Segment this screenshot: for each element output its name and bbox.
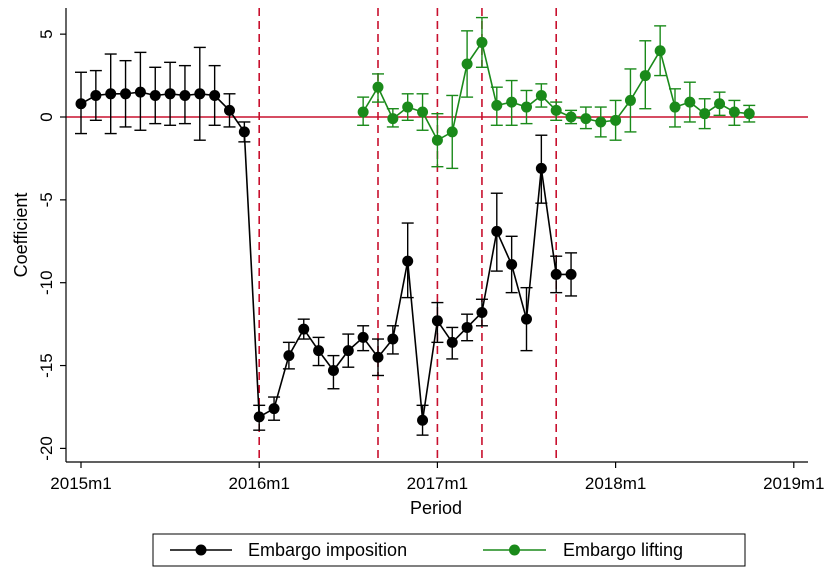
data-point: [372, 81, 384, 93]
data-point: [565, 268, 577, 280]
data-point: [580, 113, 592, 125]
data-point: [357, 331, 369, 343]
data-point: [521, 101, 532, 113]
data-point: [179, 89, 191, 101]
y-tick-label: 0: [37, 112, 56, 121]
series-layer: [75, 16, 756, 436]
series-line: [80, 91, 571, 421]
series-embargo-imposition: [75, 46, 578, 436]
data-point: [417, 414, 429, 426]
data-point: [134, 86, 146, 98]
series-embargo-lifting: [357, 16, 756, 170]
x-tick-label: 2016m1: [228, 474, 289, 493]
data-point: [283, 350, 295, 362]
data-point: [506, 258, 518, 270]
data-point: [491, 99, 503, 111]
data-point: [238, 126, 250, 138]
legend-marker-embargo-lifting: [509, 544, 520, 556]
x-tick-label: 2015m1: [50, 474, 111, 493]
data-point: [105, 88, 117, 100]
data-point: [476, 307, 488, 319]
data-point: [417, 106, 429, 118]
axes-layer: 5 0 -5 -10 -15 -20 2015m1 2016m1 2017m1 2018m1 201…: [37, 8, 825, 493]
data-point: [446, 126, 458, 138]
y-tick-label: 5: [37, 29, 56, 38]
data-point: [268, 403, 280, 415]
data-point: [342, 345, 354, 357]
legend-marker-embargo-imposition: [195, 544, 207, 556]
data-point: [624, 94, 636, 106]
data-point: [461, 321, 473, 333]
data-point: [461, 58, 473, 70]
legend-label-embargo-lifting: Embargo lifting: [563, 540, 683, 560]
data-point: [194, 88, 206, 100]
data-point: [75, 98, 87, 110]
x-tick-label: 2019m1: [763, 474, 824, 493]
data-point: [224, 104, 235, 116]
data-point: [550, 268, 562, 280]
data-point: [90, 89, 102, 101]
data-point: [209, 89, 221, 101]
data-point: [313, 345, 325, 357]
data-point: [431, 134, 443, 146]
data-point: [372, 351, 384, 363]
data-point: [357, 106, 369, 118]
legend-box: [152, 533, 746, 567]
data-point: [595, 116, 607, 128]
data-point: [654, 45, 666, 57]
data-point: [491, 225, 503, 237]
data-point: [550, 104, 562, 116]
y-tick-label: -20: [37, 436, 56, 461]
y-tick-label: -5: [37, 192, 56, 207]
y-axis-title: Coefficient: [11, 193, 31, 278]
data-point: [610, 114, 622, 126]
data-point: [387, 333, 399, 345]
data-point: [298, 323, 310, 335]
data-point: [253, 411, 265, 423]
data-point: [327, 365, 339, 377]
data-point: [535, 89, 547, 101]
data-point: [669, 101, 681, 113]
data-point: [521, 313, 532, 325]
x-tick-label: 2017m1: [407, 474, 468, 493]
data-point: [728, 106, 740, 118]
data-point: [476, 36, 488, 48]
data-point: [714, 98, 726, 110]
data-point: [446, 336, 458, 348]
data-point: [387, 113, 399, 125]
data-point: [639, 70, 651, 82]
data-point: [149, 89, 161, 101]
data-point: [565, 111, 577, 123]
data-point: [699, 108, 711, 120]
y-tick-label: -10: [37, 270, 56, 295]
y-tick-label: -15: [37, 353, 56, 378]
x-axis-title: Period: [410, 498, 462, 518]
data-point: [164, 88, 176, 100]
data-point: [506, 96, 518, 108]
data-point: [684, 96, 696, 108]
data-point: [402, 101, 414, 113]
x-tick-label: 2018m1: [585, 474, 646, 493]
data-point: [535, 162, 547, 174]
reference-lines-layer: [66, 8, 808, 462]
data-point: [743, 108, 755, 120]
data-point: [402, 255, 414, 267]
legend: Embargo imposition Embargo lifting: [152, 533, 746, 567]
data-point: [431, 315, 443, 327]
legend-label-embargo-imposition: Embargo imposition: [248, 540, 407, 560]
data-point: [120, 88, 132, 100]
